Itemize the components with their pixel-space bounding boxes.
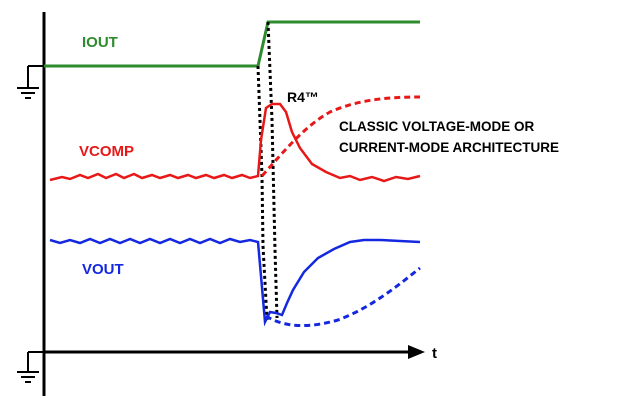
- ground-symbol-icon: [17, 65, 44, 99]
- time-axis-arrowhead: [408, 345, 425, 359]
- r4-label: R4™: [287, 89, 319, 105]
- vcomp-label: VCOMP: [79, 143, 134, 160]
- ground-symbol-icon: [17, 351, 44, 383]
- transient-dotted-lines: [256, 21, 279, 321]
- time-axis-label: t: [432, 345, 437, 362]
- iout-label: IOUT: [82, 34, 118, 51]
- classic-architecture-label-line1: CLASSIC VOLTAGE-MODE OR: [339, 119, 534, 134]
- classic-architecture-label-line2: CURRENT-MODE ARCHITECTURE: [339, 140, 559, 155]
- vout-label: VOUT: [82, 261, 124, 278]
- vout-waveform: [49, 237, 421, 327]
- iout-waveform: [44, 20, 420, 68]
- vcomp-classic-response: [260, 95, 421, 177]
- vout-classic-response: [265, 266, 421, 328]
- vcomp-waveform: [49, 102, 421, 183]
